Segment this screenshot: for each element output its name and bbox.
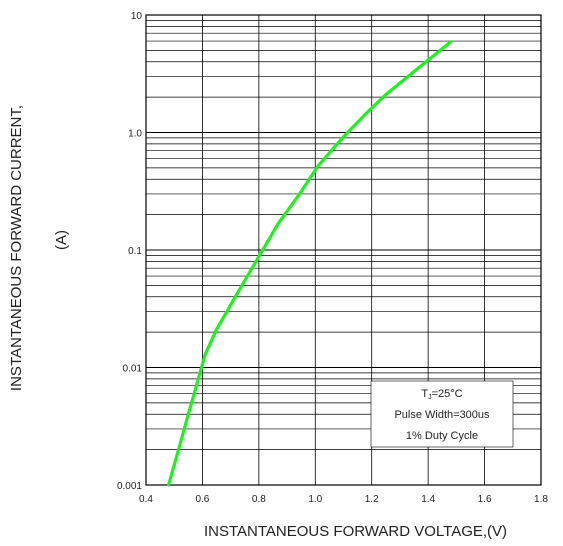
x-tick-label: 0.4: [139, 494, 153, 505]
y-axis-title: INSTANTANEOUS FORWARD CURRENT,: [8, 105, 25, 391]
series: [167, 40, 453, 487]
x-tick-label: 1.4: [421, 494, 435, 505]
y-tick-label: 0.01: [123, 364, 143, 375]
y-tick-labels: 0.001 0.01 0.1 1.0 10: [117, 11, 142, 492]
x-tick-label: 1.6: [478, 494, 492, 505]
annotation-duty-cycle: 1% Duty Cycle: [406, 430, 478, 442]
x-tick-label: 0.6: [195, 494, 209, 505]
x-tick-label: 0.8: [252, 494, 266, 505]
annotation-pulse-width: Pulse Width=300us: [394, 409, 490, 421]
annotation-box: [370, 380, 514, 448]
plot-frame: [145, 14, 542, 486]
y-tick-label: 10: [131, 11, 143, 22]
y-tick-label: 0.001: [117, 481, 142, 492]
y-axis-unit: (A): [53, 230, 70, 250]
grid: [146, 15, 541, 485]
y-tick-label: 1.0: [128, 129, 142, 140]
x-axis-title: INSTANTANEOUS FORWARD VOLTAGE,(V): [204, 523, 507, 540]
annotation-junction-temp: TJ=25°C: [421, 388, 462, 401]
x-tick-label: 1.8: [534, 494, 548, 505]
x-tick-label: 1.0: [308, 494, 322, 505]
x-tick-labels: 0.4 0.6 0.8 1.0 1.2 1.4 1.6 1.8: [139, 494, 548, 505]
conditions-annotation: TJ=25°C Pulse Width=300us 1% Duty Cycle: [370, 380, 514, 448]
x-tick-label: 1.2: [365, 494, 379, 505]
y-tick-label: 0.1: [128, 246, 142, 257]
